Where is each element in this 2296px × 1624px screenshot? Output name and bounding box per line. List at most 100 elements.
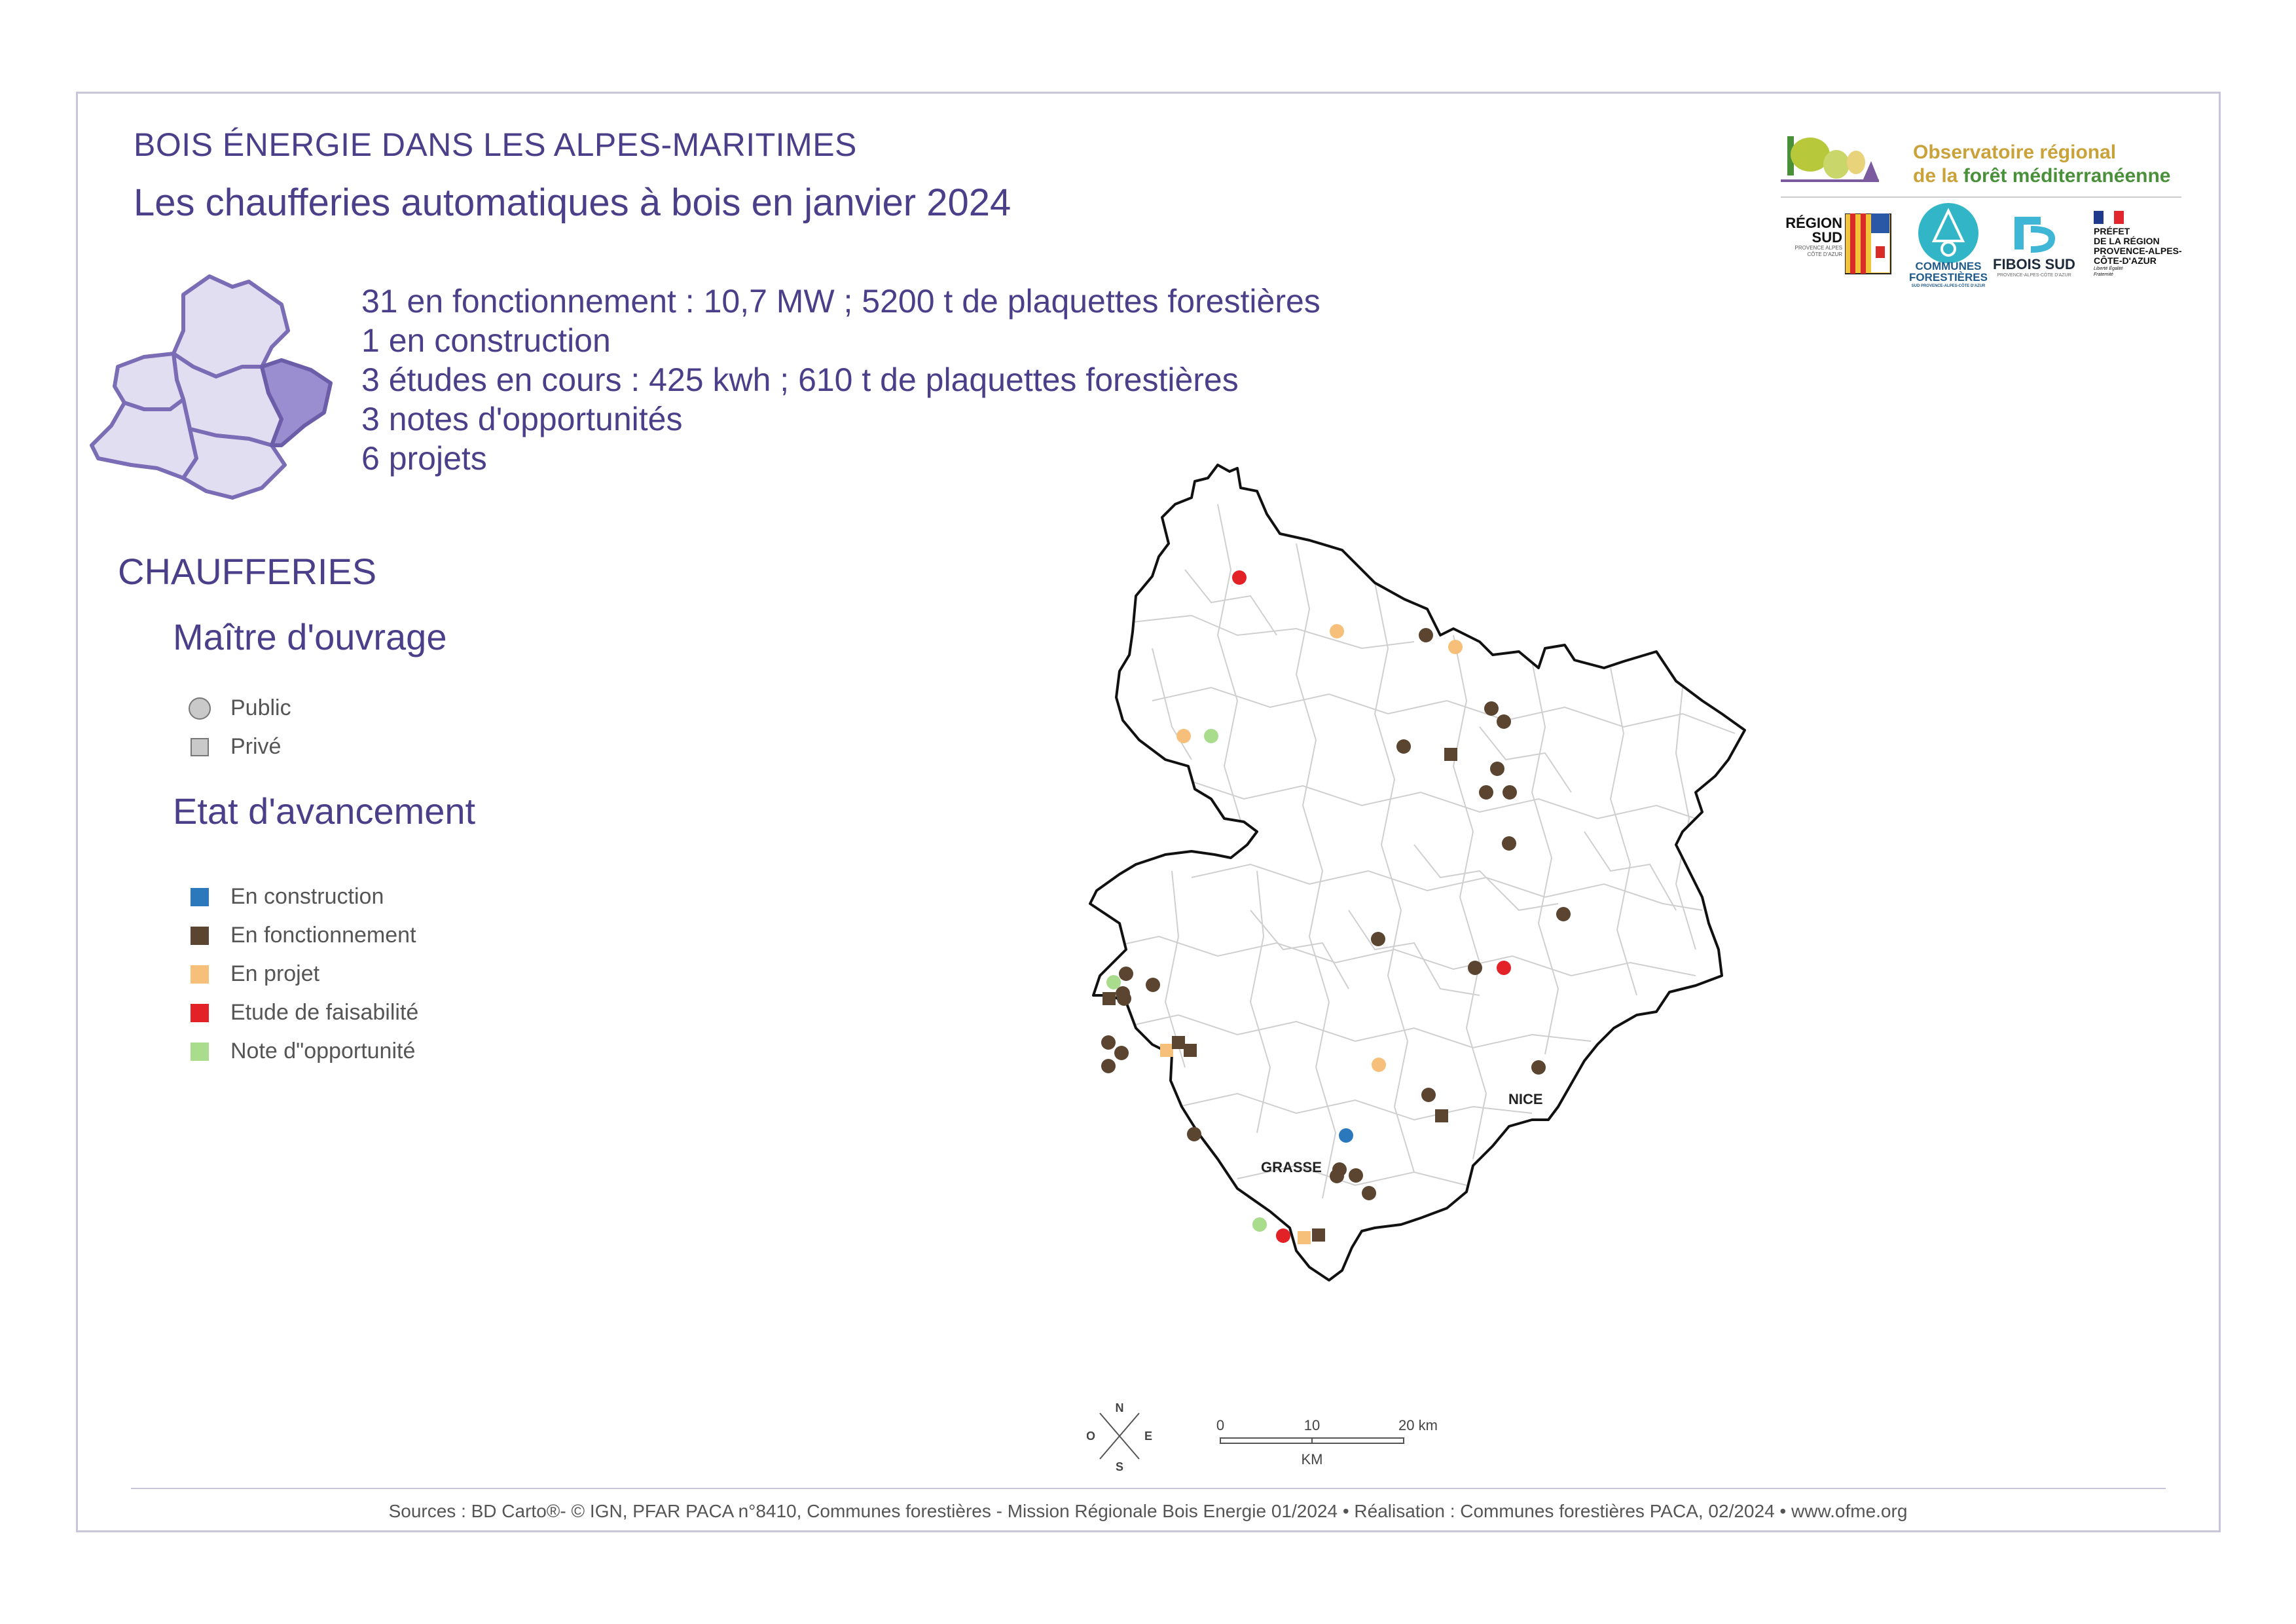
stat-line: 3 études en cours : 425 kwh ; 610 t de p… — [361, 361, 1239, 398]
compass-e: E — [1144, 1430, 1152, 1443]
site-marker-operating-circle — [1101, 1059, 1116, 1073]
map-supertitle: BOIS ÉNERGIE DANS LES ALPES-MARITIMES — [134, 126, 857, 163]
site-marker-operating-square — [1444, 748, 1457, 761]
square-symbol-icon — [191, 887, 209, 906]
legend-status-opportunity: Note d"opportunité — [189, 1039, 415, 1064]
summary-stats: 31 en fonctionnement : 10,7 MW ; 5200 t … — [361, 282, 1321, 478]
square-symbol-icon — [191, 1042, 209, 1061]
city-label-nice: NICE — [1508, 1091, 1543, 1107]
site-marker-operating-circle — [1490, 762, 1504, 776]
prefet-line: PRÉFET — [2094, 226, 2130, 236]
site-marker-operating-circle — [1362, 1186, 1376, 1200]
stat-line: 3 notes d'opportunités — [361, 401, 683, 437]
fibois-text: FIBOIS SUD PROVENCE-ALPES-CÔTE D'AZUR — [1992, 257, 2077, 279]
footer-divider — [131, 1488, 2166, 1489]
ofme-line2-prefix: de la — [1913, 165, 1963, 187]
inset-dept-bouches-du-rhone — [90, 397, 198, 480]
ofme-line2-highlight: forêt méditerranéenne — [1963, 165, 2171, 187]
site-marker-feasibility-circle — [1276, 1228, 1290, 1243]
square-symbol-icon — [191, 965, 209, 984]
site-marker-operating-square — [1312, 1228, 1325, 1242]
legend-status-heading: Etat d'avancement — [173, 790, 476, 832]
site-marker-feasibility-circle — [1497, 961, 1511, 975]
site-marker-operating-circle — [1421, 1088, 1436, 1102]
map-title: Les chaufferies automatiques à bois en j… — [134, 181, 1011, 224]
fibois-logo-icon — [2014, 217, 2056, 253]
site-marker-operating-circle — [1556, 907, 1571, 921]
scale-bar: 0 10 20 km KM — [1216, 1417, 1438, 1467]
legend-heading: CHAUFFERIES — [118, 551, 377, 592]
site-marker-operating-circle — [1146, 978, 1160, 992]
legend-public: Public — [189, 695, 291, 721]
legend-label: En fonctionnement — [230, 923, 416, 948]
compass-s: S — [1116, 1460, 1123, 1472]
scale-tick-10: 10 — [1304, 1417, 1320, 1433]
stat-line: 6 projets — [361, 440, 487, 477]
communes-forestieres-logo-icon — [1918, 203, 1978, 263]
department-fill — [1090, 465, 1745, 1280]
prefet-line: PROVENCE-ALPES- — [2094, 246, 2182, 256]
prefet-motto: Liberté Égalité Fraternité — [2094, 267, 2123, 277]
site-marker-opportunity-circle — [1252, 1217, 1267, 1232]
site-marker-operating-square — [1102, 992, 1116, 1005]
site-marker-operating-square — [1435, 1109, 1448, 1122]
site-markers — [1101, 570, 1571, 1244]
site-marker-operating-circle — [1117, 991, 1131, 1006]
scale-tick-20: 20 km — [1398, 1417, 1438, 1433]
legend-status-operating: En fonctionnement — [189, 923, 416, 948]
legend-status-project: En projet — [189, 961, 319, 987]
site-marker-operating-circle — [1119, 967, 1133, 981]
site-marker-project-square — [1298, 1231, 1311, 1244]
scale-unit: KM — [1302, 1451, 1323, 1467]
logo-divider — [1781, 196, 2181, 198]
compass-n: N — [1116, 1401, 1124, 1414]
department-map: NICE GRASSE — [1089, 464, 1746, 1282]
site-marker-operating-circle — [1396, 739, 1411, 754]
site-marker-project-circle — [1372, 1058, 1386, 1072]
fibois-word: FIBOIS SUD — [1993, 256, 2075, 272]
ofme-logo-line2: de la forêt méditerranéenne — [1913, 165, 2170, 187]
legend-label: Privé — [230, 734, 282, 759]
region-sud-text2: SUD — [1812, 229, 1842, 246]
circle-symbol-icon — [189, 697, 211, 720]
site-marker-operating-circle — [1468, 961, 1482, 975]
french-flag-icon — [2094, 211, 2124, 224]
legend-status-construction: En construction — [189, 884, 384, 910]
site-marker-feasibility-circle — [1232, 570, 1247, 585]
ofme-logo-line1: Observatoire régional — [1913, 141, 2116, 164]
site-marker-operating-square — [1172, 1036, 1185, 1049]
region-sud-logo: RÉGION SUD PROVENCE ALPES CÔTE D'AZUR — [1782, 216, 1842, 258]
legend-owner-heading: Maître d'ouvrage — [173, 616, 447, 657]
inset-dept-alpes-maritimes-highlight — [260, 358, 333, 447]
commune-boundaries — [1099, 504, 1736, 1199]
ofme-line1-text: Observatoire régional — [1913, 141, 2117, 163]
square-symbol-icon — [191, 737, 209, 756]
site-marker-operating-circle — [1114, 1046, 1129, 1060]
square-symbol-icon — [191, 1003, 209, 1022]
inset-dept-hautes-alpes — [172, 274, 290, 378]
compass-w: O — [1087, 1430, 1095, 1443]
ofme-tree-logo-icon — [1781, 136, 1879, 182]
city-label-grasse: GRASSE — [1261, 1159, 1322, 1175]
square-symbol-icon — [191, 926, 209, 945]
site-marker-operating-circle — [1371, 932, 1385, 946]
site-marker-operating-circle — [1484, 701, 1499, 716]
compass-rose-icon: N S E O — [1087, 1401, 1152, 1472]
stat-line: 31 en fonctionnement : 10,7 MW ; 5200 t … — [361, 283, 1321, 320]
site-marker-operating-square — [1184, 1044, 1197, 1057]
site-marker-operating-circle — [1503, 785, 1517, 800]
legend-label: En construction — [230, 884, 384, 909]
legend-label: Etude de faisabilité — [230, 1000, 419, 1025]
communes-word: COMMUNES — [1915, 260, 1982, 272]
legend-status-feasibility: Etude de faisabilité — [189, 1000, 418, 1025]
site-marker-opportunity-circle — [1106, 975, 1121, 989]
site-marker-opportunity-circle — [1204, 729, 1218, 743]
legend-private: Privé — [189, 734, 281, 760]
sources-footer: Sources : BD Carto®- © IGN, PFAR PACA n°… — [388, 1501, 1908, 1521]
communes-sub: SUD PROVENCE-ALPES-CÔTE D'AZUR — [1911, 284, 1986, 288]
site-marker-operating-circle — [1502, 836, 1516, 851]
legend-label: Note d"opportunité — [230, 1039, 416, 1063]
fibois-sub: PROVENCE-ALPES-CÔTE D'AZUR — [1997, 273, 2071, 278]
site-marker-operating-circle — [1349, 1168, 1363, 1183]
inset-dept-var — [181, 427, 287, 500]
